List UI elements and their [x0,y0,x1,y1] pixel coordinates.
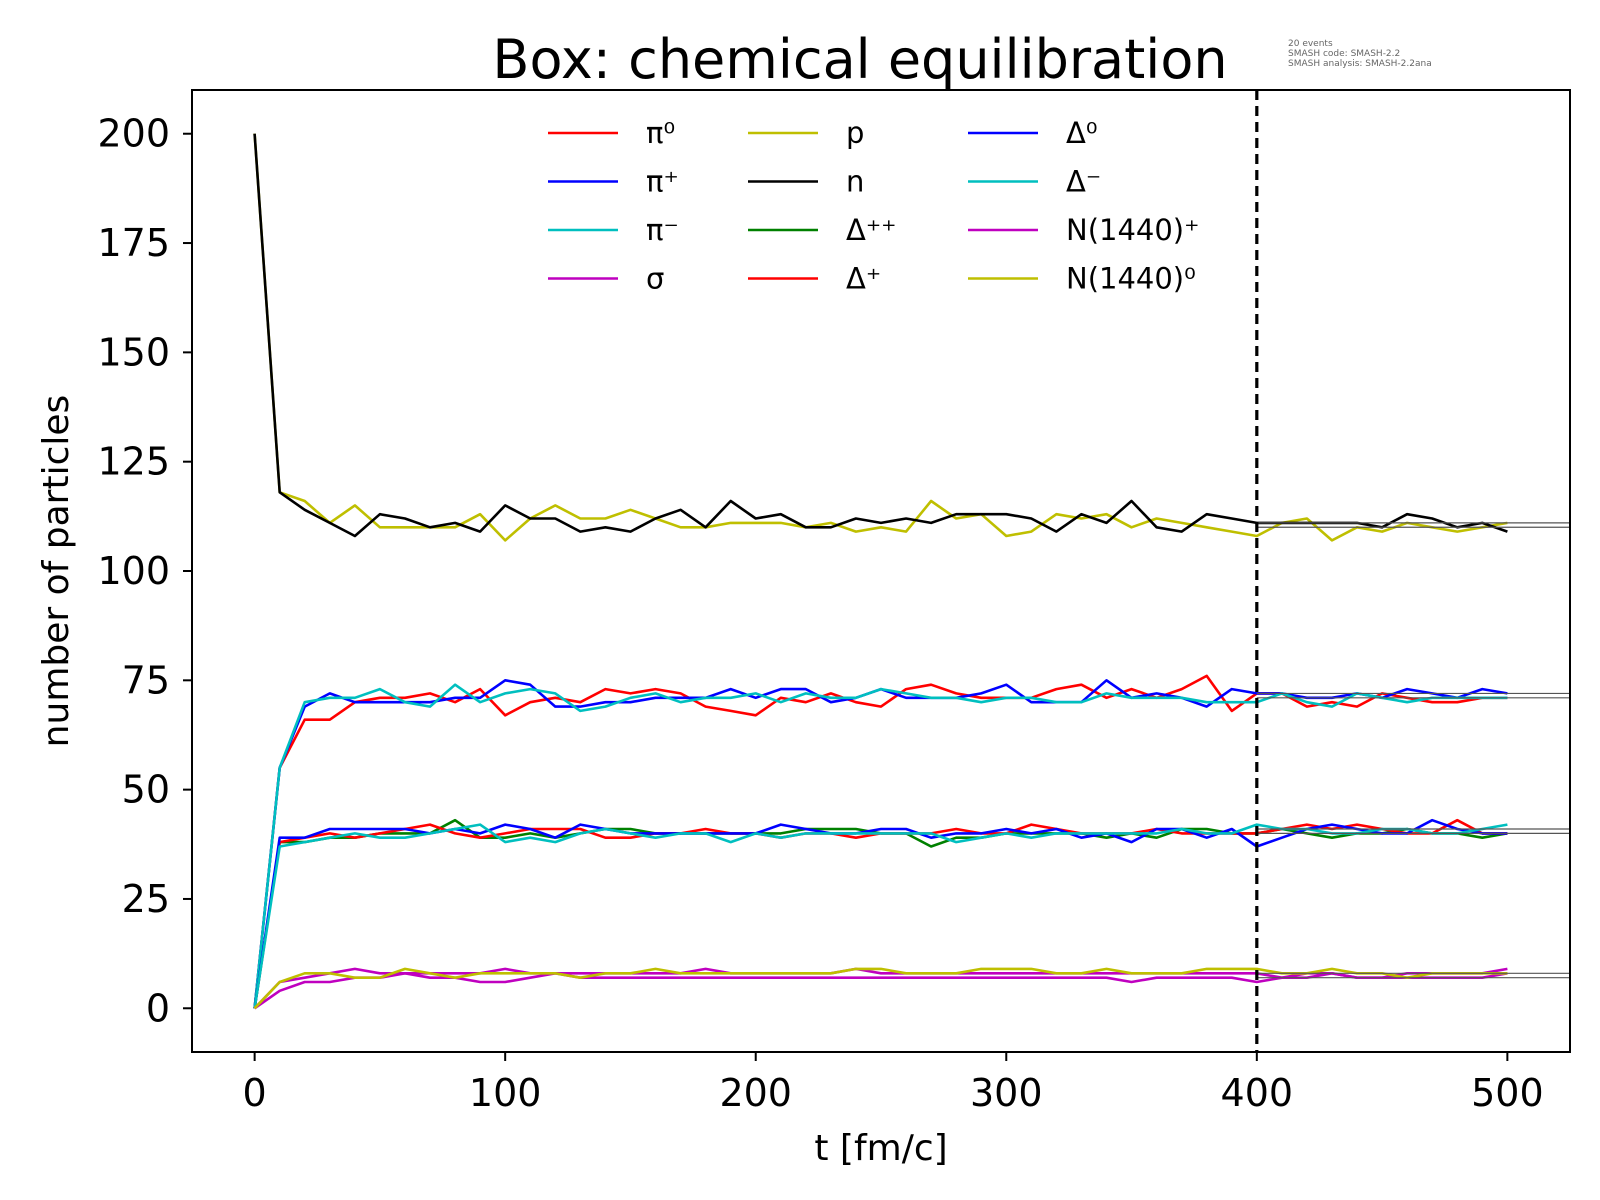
y-tick-label: 0 [146,986,170,1030]
series-line-3 [253,971,1508,1010]
legend-label-3: σ [646,262,664,296]
y-tick-label: 200 [97,112,170,156]
x-tick-label: 200 [719,1071,792,1115]
x-tick-label: 300 [970,1071,1043,1115]
legend-label-8: Δ⁰ [1066,116,1097,150]
y-tick-label: 100 [97,549,170,593]
legend-label-5: n [846,165,864,199]
series-line-10 [253,967,1508,1010]
legend-label-7: Δ⁺ [846,262,881,296]
series-line-2 [253,683,1508,1009]
legend: π⁰ π⁺ π⁻ σ pn Δ⁺⁺ Δ⁺ Δ⁰ Δ⁻ N(1440)⁺ N(1440)⁰ [548,116,1199,296]
x-axis-ticks: 0 100 200 300 400 500 [243,1052,1544,1115]
series-line-1 [253,678,1508,1009]
y-tick-label: 25 [122,877,170,921]
metadata-line: SMASH analysis: SMASH-2.2ana [1288,59,1432,69]
asymptote-layer [1256,522,1570,979]
chart-title: Box: chemical equilibration [492,28,1227,91]
legend-label-6: Δ⁺⁺ [846,213,896,247]
series-line-7 [253,818,1508,1009]
series-line-0 [253,674,1508,1009]
legend-label-1: π⁺ [646,165,679,199]
series-line-8 [253,818,1508,1009]
x-tick-label: 0 [243,1071,267,1115]
legend-label-11: N(1440)⁰ [1066,262,1196,296]
legend-label-0: π⁰ [646,116,675,150]
y-axis-ticks: 0 25 50 75 100 125 150 175 200 [97,112,192,1030]
series-line-5 [253,133,1508,538]
legend-label-10: N(1440)⁺ [1066,213,1199,247]
series-line-4 [253,133,1508,542]
x-tick-label: 500 [1471,1071,1544,1115]
series-line-9 [253,823,1508,1009]
metadata-line: 20 events [1288,39,1333,49]
x-tick-label: 400 [1221,1071,1294,1115]
legend-label-9: Δ⁻ [1066,165,1101,199]
y-tick-label: 75 [122,658,170,702]
x-axis-label: t [fm/c] [814,1128,947,1169]
y-axis-label: number of particles [36,395,77,748]
y-tick-label: 50 [122,768,170,812]
y-tick-label: 150 [97,330,170,374]
legend-label-4: p [846,116,864,150]
x-tick-label: 100 [469,1071,542,1115]
legend-label-2: π⁻ [646,213,679,247]
y-tick-label: 125 [97,440,170,484]
y-tick-label: 175 [97,221,170,265]
series-line-6 [253,818,1508,1009]
metadata-line: SMASH code: SMASH-2.2 [1288,49,1400,59]
